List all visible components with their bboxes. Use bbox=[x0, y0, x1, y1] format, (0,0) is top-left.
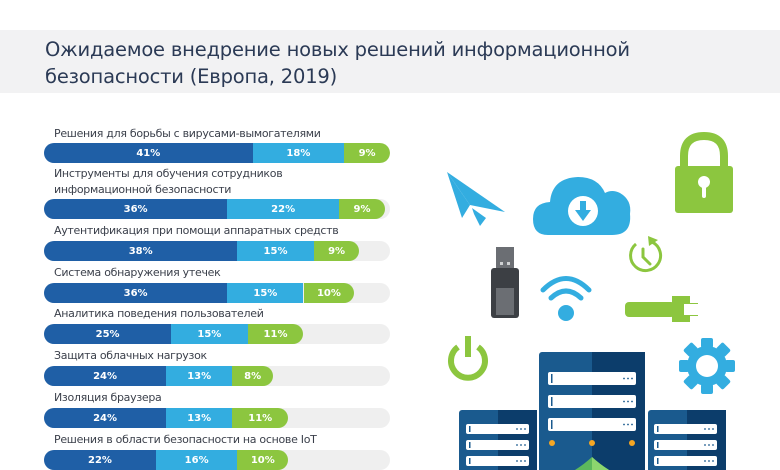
bar-category-label: Аутентификация при помощи аппаратных сре… bbox=[54, 224, 339, 237]
server-slot bbox=[548, 395, 636, 408]
bar-track: 38% 15% 9% bbox=[44, 241, 390, 261]
bar-segment-1: 22% bbox=[44, 450, 156, 470]
bar-track: 24% 13% 11% bbox=[44, 408, 390, 428]
bar-value-label: 11% bbox=[263, 328, 288, 340]
bar-segment-3: 10% bbox=[303, 283, 355, 303]
server-slot bbox=[654, 424, 717, 434]
server-rack-icon bbox=[459, 352, 726, 470]
bar-value-label: 13% bbox=[187, 412, 212, 424]
server-slot bbox=[466, 456, 529, 466]
bar-value-label: 22% bbox=[271, 203, 296, 215]
bar-segment-2: 15% bbox=[237, 241, 314, 261]
bar-segment-3: 9% bbox=[344, 143, 390, 163]
security-illustration bbox=[447, 131, 735, 470]
bar-segment-3: 9% bbox=[339, 199, 385, 219]
bar-category-label: Защита облачных нагрузок bbox=[54, 349, 207, 362]
bar-track: 36% 22% 9% bbox=[44, 199, 390, 219]
bar-value-label: 8% bbox=[244, 370, 262, 382]
bar-category-label: Изоляция браузера bbox=[54, 391, 162, 404]
bar-segment-3: 10% bbox=[237, 450, 289, 470]
server-slot bbox=[548, 372, 636, 385]
bar-track: 36% 15% 10% bbox=[44, 283, 390, 303]
bar-value-label: 15% bbox=[197, 328, 222, 340]
bar-segment-1: 41% bbox=[44, 143, 253, 163]
bar-segment-1: 36% bbox=[44, 283, 228, 303]
bar-value-label: 9% bbox=[353, 203, 371, 215]
bar-segment-3: 11% bbox=[247, 324, 304, 344]
bar-value-label: 10% bbox=[250, 454, 275, 466]
bar-category-label: Решения в области безопасности на основе… bbox=[54, 433, 317, 446]
bar-category-label: Аналитика поведения пользователей bbox=[54, 307, 264, 320]
bar-segment-2: 16% bbox=[155, 450, 238, 470]
bar-category-label: Решения для борьбы с вирусами-вымогателя… bbox=[54, 127, 321, 140]
bar-category-label: информационной безопасности bbox=[54, 183, 232, 196]
lock-icon bbox=[675, 131, 733, 213]
bar-value-label: 16% bbox=[184, 454, 209, 466]
bar-segment-2: 13% bbox=[166, 366, 233, 386]
bar-value-label: 24% bbox=[93, 412, 118, 424]
bar-value-label: 9% bbox=[358, 147, 376, 159]
bar-value-label: 13% bbox=[187, 370, 212, 382]
bar-value-label: 25% bbox=[95, 328, 120, 340]
power-icon bbox=[448, 336, 488, 381]
bar-value-label: 36% bbox=[123, 203, 148, 215]
bar-value-label: 11% bbox=[248, 412, 273, 424]
header-band bbox=[0, 30, 780, 93]
bar-segment-1: 36% bbox=[44, 199, 228, 219]
bar-segment-3: 8% bbox=[232, 366, 273, 386]
server-slot bbox=[654, 440, 717, 450]
page-title: Ожидаемое внедрение новых решений информ… bbox=[45, 38, 630, 88]
bar-segment-3: 9% bbox=[313, 241, 360, 261]
server-slot bbox=[466, 440, 529, 450]
bar-value-label: 36% bbox=[123, 287, 148, 299]
usb-drive-icon bbox=[491, 247, 519, 318]
stacked-bar-chart: Решения для борьбы с вирусами-вымогателя… bbox=[44, 127, 390, 470]
paper-plane-icon bbox=[447, 172, 505, 226]
bar-value-label: 15% bbox=[263, 245, 288, 257]
bar-segment-2: 18% bbox=[252, 143, 345, 163]
bar-segment-1: 24% bbox=[44, 408, 167, 428]
bar-value-label: 18% bbox=[286, 147, 311, 159]
bar-segment-1: 38% bbox=[44, 241, 238, 261]
bar-track: 25% 15% 11% bbox=[44, 324, 390, 344]
bar-track: 22% 16% 10% bbox=[44, 450, 390, 470]
bar-value-label: 9% bbox=[328, 245, 346, 257]
server-slot bbox=[548, 418, 636, 431]
bar-segment-2: 15% bbox=[227, 283, 304, 303]
wifi-icon bbox=[540, 276, 592, 321]
bar-segment-2: 22% bbox=[227, 199, 340, 219]
bar-segment-3: 11% bbox=[232, 408, 289, 428]
bar-value-label: 41% bbox=[136, 147, 161, 159]
server-slot bbox=[466, 424, 529, 434]
bar-category-label: Инструменты для обучения сотрудников bbox=[54, 167, 283, 180]
clock-refresh-icon bbox=[629, 236, 663, 272]
bar-value-label: 22% bbox=[88, 454, 112, 466]
bar-value-label: 10% bbox=[316, 287, 341, 299]
bar-value-label: 38% bbox=[128, 245, 153, 257]
gear-icon bbox=[679, 338, 735, 394]
server-slot bbox=[654, 456, 717, 466]
bar-segment-2: 13% bbox=[166, 408, 233, 428]
wrench-icon bbox=[625, 296, 698, 322]
cloud-download-icon bbox=[533, 177, 631, 235]
bar-category-label: Система обнаружения утечек bbox=[54, 266, 221, 279]
bar-value-label: 15% bbox=[253, 287, 278, 299]
bar-value-label: 24% bbox=[93, 370, 118, 382]
bar-segment-1: 25% bbox=[44, 324, 172, 344]
bar-segment-1: 24% bbox=[44, 366, 167, 386]
bar-segment-2: 15% bbox=[171, 324, 248, 344]
bar-track: 24% 13% 8% bbox=[44, 366, 390, 386]
bar-track: 41% 18% 9% bbox=[44, 143, 390, 163]
